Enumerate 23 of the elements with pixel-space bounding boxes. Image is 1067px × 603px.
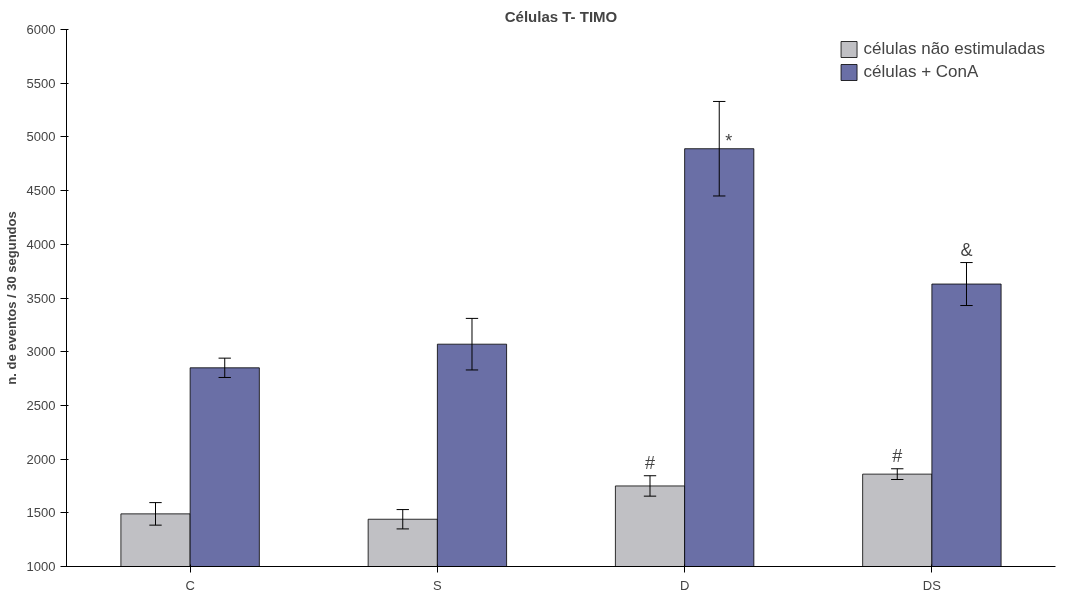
x-tick-label: D xyxy=(679,577,690,593)
y-tick-label: 1500 xyxy=(26,505,56,521)
x-tick-label: C xyxy=(185,577,195,593)
y-tick-label: 5500 xyxy=(26,75,56,91)
y-tick-label: 3500 xyxy=(26,290,56,306)
y-tick-label: 4500 xyxy=(26,183,56,199)
legend-label: células + ConA xyxy=(863,62,979,82)
annotation: & xyxy=(960,239,973,260)
x-tick-label: S xyxy=(433,577,443,593)
y-tick-label: 2000 xyxy=(26,451,56,467)
y-tick-label: 5000 xyxy=(26,129,56,145)
y-tick-label: 1000 xyxy=(26,559,56,574)
y-tick-label: 2500 xyxy=(26,397,56,413)
annotation: # xyxy=(892,445,903,466)
legend-label: células não estimuladas xyxy=(863,39,1045,59)
y-axis-title: n. de eventos / 30 segundos xyxy=(3,211,19,385)
y-tick-label: 4000 xyxy=(26,236,56,252)
x-tick-label: DS xyxy=(922,577,942,593)
y-tick-label: 3000 xyxy=(26,344,56,360)
annotation: # xyxy=(645,452,656,473)
chart-title: Células T- TIMO xyxy=(504,7,618,25)
y-tick-label: 6000 xyxy=(26,22,56,37)
annotation: * xyxy=(725,130,733,151)
